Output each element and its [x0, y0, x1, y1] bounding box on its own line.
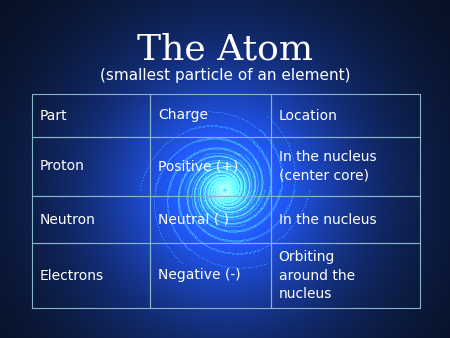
Bar: [270, 243, 420, 308]
Bar: [150, 196, 270, 243]
Text: Negative (-): Negative (-): [158, 268, 241, 283]
Text: Positive (+): Positive (+): [158, 160, 238, 173]
Bar: [150, 137, 270, 196]
Text: Neutron: Neutron: [40, 213, 96, 226]
Text: Part: Part: [40, 108, 68, 122]
Text: In the nucleus: In the nucleus: [279, 213, 376, 226]
Bar: [270, 196, 420, 243]
Text: Proton: Proton: [40, 160, 85, 173]
Text: Electrons: Electrons: [40, 268, 104, 283]
Bar: [32, 94, 150, 137]
Bar: [32, 137, 150, 196]
Bar: [150, 243, 270, 308]
Text: Charge: Charge: [158, 108, 208, 122]
Text: Orbiting
around the
nucleus: Orbiting around the nucleus: [279, 250, 355, 301]
Text: Location: Location: [279, 108, 338, 122]
Text: (smallest particle of an element): (smallest particle of an element): [100, 68, 350, 83]
Bar: [32, 243, 150, 308]
Bar: [32, 196, 150, 243]
Bar: [270, 137, 420, 196]
Bar: [150, 94, 270, 137]
Text: Neutral ( ): Neutral ( ): [158, 213, 230, 226]
Bar: [270, 94, 420, 137]
Text: The Atom: The Atom: [137, 32, 313, 66]
Text: In the nucleus
(center core): In the nucleus (center core): [279, 150, 376, 183]
